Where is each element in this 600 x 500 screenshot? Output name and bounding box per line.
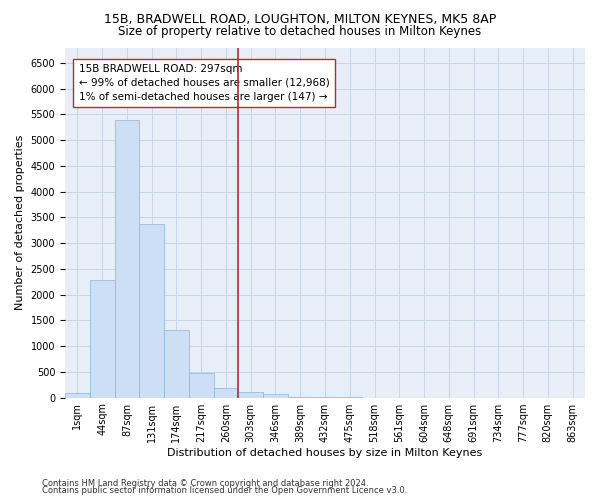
Text: Size of property relative to detached houses in Milton Keynes: Size of property relative to detached ho…: [118, 25, 482, 38]
Bar: [139, 224, 164, 398]
Bar: [288, 397, 313, 398]
Bar: [65, 394, 90, 398]
Bar: [263, 394, 288, 398]
Bar: [214, 388, 238, 398]
Text: 15B, BRADWELL ROAD, LOUGHTON, MILTON KEYNES, MK5 8AP: 15B, BRADWELL ROAD, LOUGHTON, MILTON KEY…: [104, 12, 496, 26]
Bar: [164, 330, 189, 398]
X-axis label: Distribution of detached houses by size in Milton Keynes: Distribution of detached houses by size …: [167, 448, 482, 458]
Bar: [189, 373, 214, 398]
Bar: [90, 280, 115, 398]
Bar: [238, 392, 263, 398]
Y-axis label: Number of detached properties: Number of detached properties: [15, 135, 25, 310]
Text: Contains public sector information licensed under the Open Government Licence v3: Contains public sector information licen…: [42, 486, 407, 495]
Text: Contains HM Land Registry data © Crown copyright and database right 2024.: Contains HM Land Registry data © Crown c…: [42, 478, 368, 488]
Bar: [115, 120, 139, 398]
Text: 15B BRADWELL ROAD: 297sqm
← 99% of detached houses are smaller (12,968)
1% of se: 15B BRADWELL ROAD: 297sqm ← 99% of detac…: [79, 64, 329, 102]
